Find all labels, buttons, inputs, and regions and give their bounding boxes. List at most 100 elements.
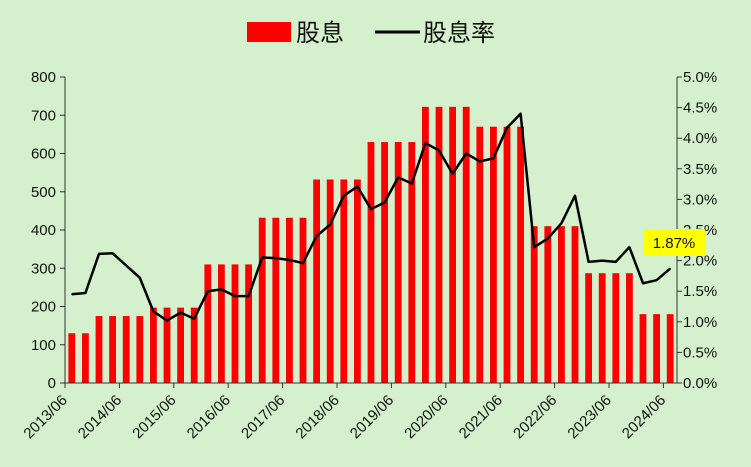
bar [381,142,388,383]
bar [639,314,647,383]
bar [653,314,660,383]
yield-point [465,152,467,155]
bar [530,226,538,383]
bar [490,126,497,383]
x-tick-label: 2024/06 [619,392,669,442]
left-tick-label: 200 [31,299,56,316]
x-tick-label: 2020/06 [401,392,451,442]
yield-point [588,261,590,263]
bar [272,217,280,383]
x-tick-label: 2019/06 [347,392,397,442]
yield-point [166,319,168,322]
bar [286,217,293,383]
bar [544,226,552,383]
x-tick-label: 2021/06 [456,392,506,442]
right-tick-label: 4.5% [683,100,717,117]
bar [218,264,225,383]
bar [422,106,429,383]
bar [626,273,633,383]
bar [122,316,130,383]
bar [612,273,620,383]
bar [354,179,361,383]
bar [204,264,212,383]
bar [109,316,116,383]
right-tick-label: 2.0% [683,253,717,270]
bar [258,217,266,383]
bar [558,226,565,383]
bar [435,106,443,383]
yield-point [370,208,372,210]
legend: 股息 股息率 [247,19,495,47]
yield-point [533,246,535,248]
yield-point [492,157,494,159]
right-tick-label: 1.5% [683,283,717,300]
yield-point [479,160,481,163]
bar [163,307,171,383]
yield-point [220,288,222,290]
x-tick-label: 2023/06 [564,392,614,442]
yield-line-series [71,112,672,322]
yield-point [248,295,250,297]
yield-point [656,279,658,281]
yield-point [152,310,154,312]
yield-point [397,176,399,178]
bar [408,142,416,383]
yield-point [506,127,508,129]
yield-point [329,223,331,226]
yield-point [139,277,141,279]
bar [503,126,511,383]
bar [245,264,252,383]
yield-point [180,312,182,314]
yield-point [261,256,263,259]
x-tick-label: 2014/06 [75,392,125,442]
yield-point [302,262,304,264]
left-tick-label: 100 [31,337,56,354]
annotation-label: 1.87% [653,235,696,252]
right-tick-label: 3.0% [683,191,717,208]
yield-point [424,142,426,144]
yield-point [84,292,86,294]
bar [462,106,470,383]
bar [449,106,456,383]
bar [666,314,674,383]
x-tick-label: 2018/06 [292,392,342,442]
bar [476,126,484,383]
yield-point [316,235,318,237]
bar [340,179,348,383]
legend-line-label: 股息率 [423,19,495,47]
left-tick-label: 700 [31,107,56,124]
yield-point [275,257,277,259]
x-tick-label: 2017/06 [238,392,288,442]
x-tick-label: 2015/06 [129,392,179,442]
yield-point [356,185,358,188]
yield-point [288,259,290,261]
bar [231,264,239,383]
bar [136,316,144,383]
bar [313,179,320,383]
yield-point [125,264,127,267]
yield-point [438,149,440,152]
legend-bar-swatch [247,22,291,42]
x-tick-label: 2016/06 [184,392,234,442]
yield-point [207,290,209,292]
bar [299,217,307,383]
yield-point [452,173,454,175]
x-tick-label: 2013/06 [20,392,70,442]
right-tick-label: 0.5% [683,344,717,361]
bar [68,333,76,383]
yield-point [98,253,100,255]
right-tick-label: 4.0% [683,130,717,147]
annotation-box [643,229,705,256]
left-tick-label: 500 [31,184,56,201]
yield-point [193,318,195,320]
yield-point [615,261,617,263]
legend-bar-label: 股息 [296,19,344,47]
left-tick-label: 800 [31,69,56,86]
bar [598,273,606,383]
yield-point [560,222,563,224]
bar [177,307,184,383]
yield-point [574,195,576,197]
bar [82,333,89,383]
yield-point [520,113,522,115]
